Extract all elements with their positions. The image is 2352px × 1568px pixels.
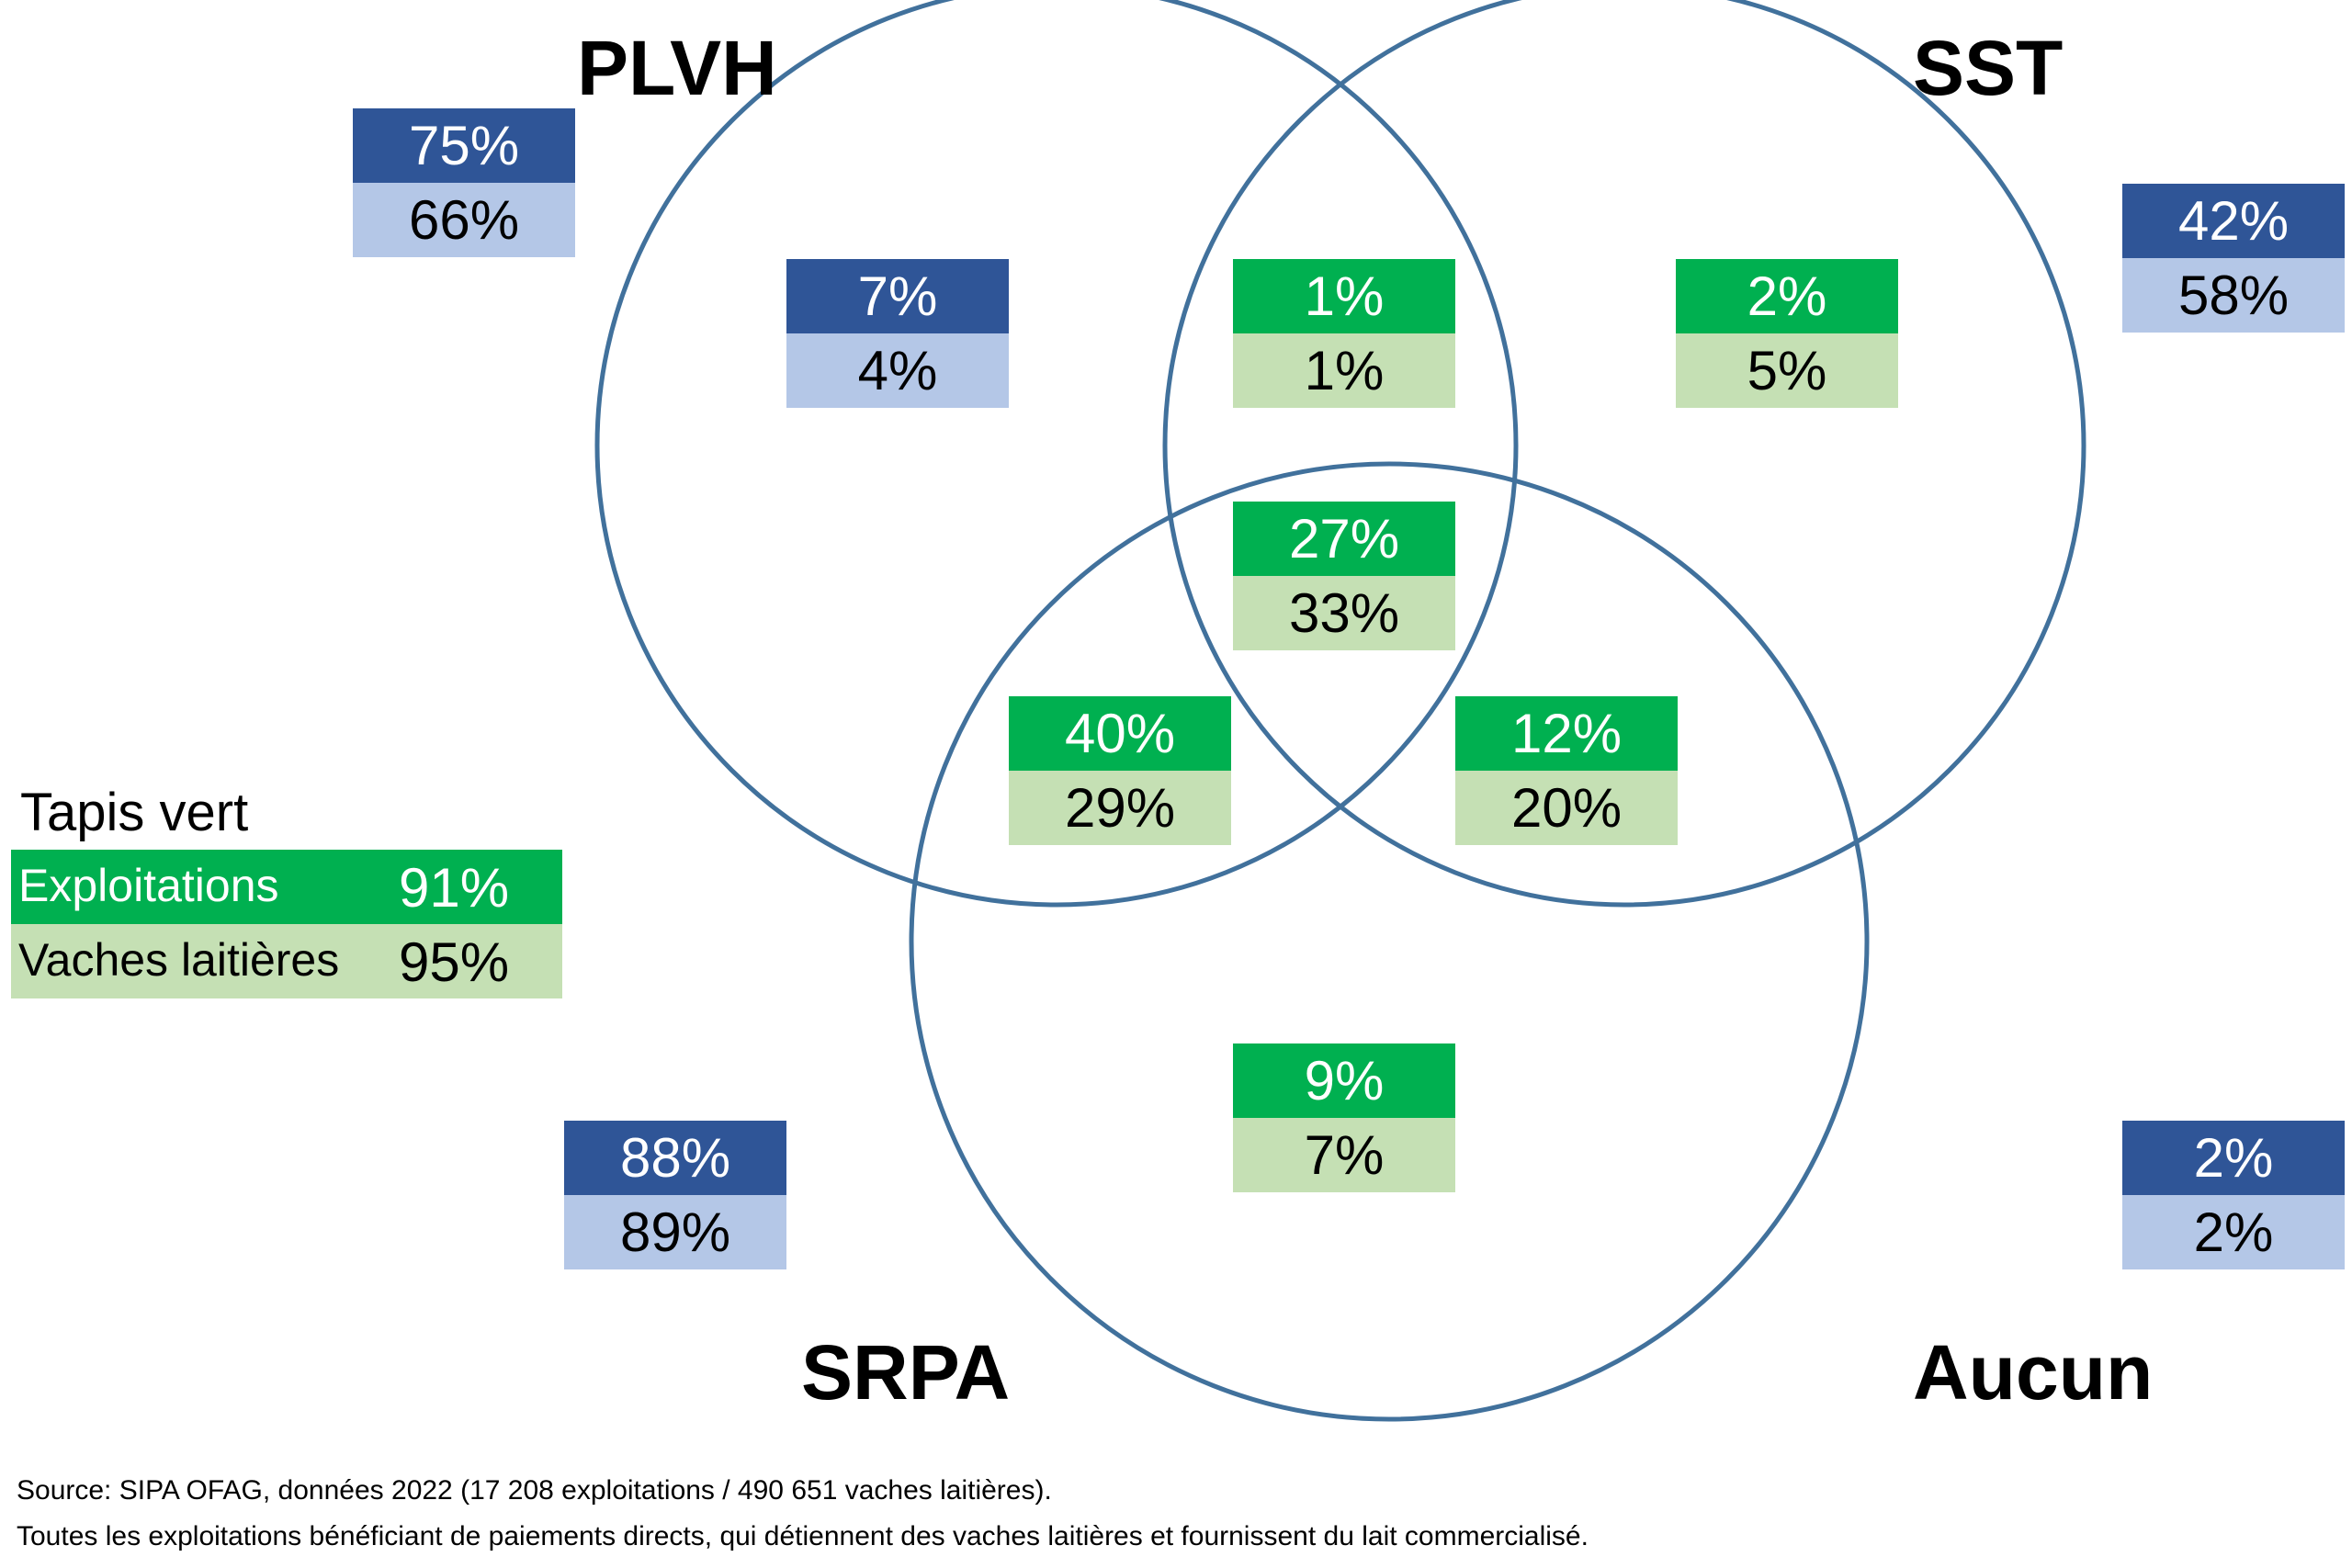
total-aucun-box: 2% 2% [2122, 1121, 2345, 1269]
total-srpa-box: 88% 89% [564, 1121, 786, 1269]
circle-sst [1162, 0, 2086, 908]
total-srpa-exploitations: 88% [564, 1121, 786, 1195]
region-plvh-sst-vaches: 1% [1233, 333, 1455, 408]
region-sst-srpa: 12% 20% [1455, 696, 1678, 845]
label-sst: SST [1913, 25, 2064, 111]
total-sst-box: 42% 58% [2122, 184, 2345, 333]
total-plvh-vaches: 66% [353, 183, 575, 257]
region-plvh-only: 7% 4% [786, 259, 1009, 408]
legend-label: Exploitations [18, 860, 279, 911]
footnote-note: Toutes les exploitations bénéficiant de … [17, 1521, 1589, 1551]
region-all-three: 27% 33% [1233, 502, 1455, 650]
footnote-source: Source: SIPA OFAG, données 2022 (17 208 … [17, 1475, 1052, 1506]
label-plvh: PLVH [577, 25, 777, 111]
region-plvh-sst: 1% 1% [1233, 259, 1455, 408]
total-plvh-exploitations: 75% [353, 108, 575, 183]
region-plvh-srpa-vaches: 29% [1009, 771, 1231, 845]
legend-title: Tapis vert [20, 783, 249, 842]
total-aucun-vaches: 2% [2122, 1195, 2345, 1269]
region-sst-only: 2% 5% [1676, 259, 1898, 408]
region-plvh-srpa-exploitations: 40% [1009, 696, 1231, 771]
region-sst-only-exploitations: 2% [1676, 259, 1898, 333]
region-sst-srpa-exploitations: 12% [1455, 696, 1678, 771]
legend-row-vaches: Vaches laitières 95% [11, 924, 562, 998]
region-all-three-exploitations: 27% [1233, 502, 1455, 576]
circle-plvh [594, 0, 1519, 908]
region-srpa-only: 9% 7% [1233, 1043, 1455, 1192]
label-srpa: SRPA [801, 1329, 1011, 1416]
legend-label: Vaches laitières [18, 934, 340, 986]
label-aucun: Aucun [1913, 1329, 2154, 1416]
total-plvh-box: 75% 66% [353, 108, 575, 257]
total-aucun-exploitations: 2% [2122, 1121, 2345, 1195]
region-srpa-only-exploitations: 9% [1233, 1043, 1455, 1118]
legend-value: 95% [399, 931, 510, 993]
region-sst-only-vaches: 5% [1676, 333, 1898, 408]
legend-value: 91% [399, 857, 510, 919]
legend-row-exploitations: Exploitations 91% [11, 850, 562, 924]
total-sst-exploitations: 42% [2122, 184, 2345, 258]
region-plvh-srpa: 40% 29% [1009, 696, 1231, 845]
region-plvh-only-exploitations: 7% [786, 259, 1009, 333]
total-srpa-vaches: 89% [564, 1195, 786, 1269]
region-plvh-sst-exploitations: 1% [1233, 259, 1455, 333]
circle-srpa [909, 461, 1870, 1422]
total-sst-vaches: 58% [2122, 258, 2345, 333]
region-sst-srpa-vaches: 20% [1455, 771, 1678, 845]
region-all-three-vaches: 33% [1233, 576, 1455, 650]
region-plvh-only-vaches: 4% [786, 333, 1009, 408]
region-srpa-only-vaches: 7% [1233, 1118, 1455, 1192]
